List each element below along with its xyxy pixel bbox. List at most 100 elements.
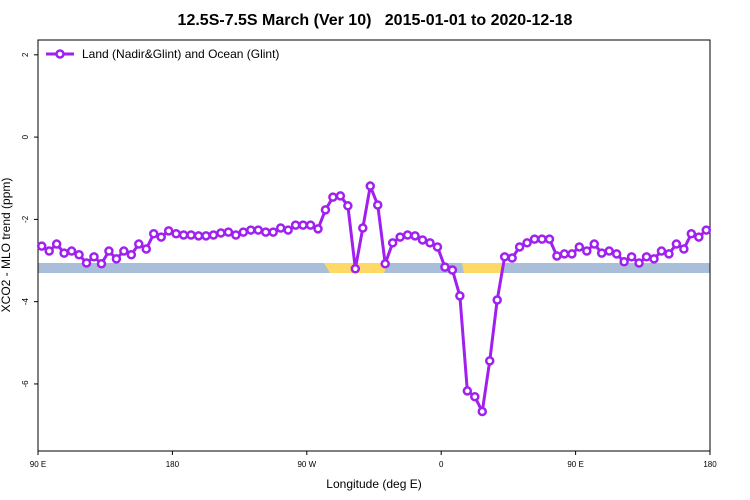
data-point — [567, 249, 577, 259]
data-point — [36, 241, 47, 251]
data-point — [66, 246, 77, 256]
x-tick-label: 180 — [703, 460, 717, 469]
data-point — [171, 229, 181, 239]
data-point — [626, 252, 637, 262]
x-tick-label: 90 E — [567, 460, 583, 469]
y-tick-label: -2 — [21, 215, 30, 223]
data-point — [686, 229, 697, 239]
data-point — [410, 231, 420, 241]
data-point — [619, 257, 629, 267]
y-tick-label: 0 — [21, 134, 30, 139]
data-point — [283, 225, 293, 235]
data-point — [59, 248, 69, 258]
data-point — [89, 252, 99, 262]
land-band — [462, 263, 503, 273]
data-point — [537, 234, 547, 244]
x-axis-label: Longitude (deg E) — [326, 477, 421, 491]
data-point — [634, 258, 644, 268]
data-point — [574, 242, 585, 252]
data-point — [462, 386, 473, 396]
data-point — [111, 254, 122, 264]
data-point — [417, 235, 428, 245]
data-point — [178, 230, 189, 240]
data-point — [484, 356, 495, 366]
legend-marker — [55, 49, 65, 59]
data-point — [477, 406, 488, 417]
data-point — [425, 238, 435, 248]
y-tick-label: -6 — [21, 380, 30, 388]
data-point — [163, 226, 174, 236]
data-point — [440, 262, 450, 272]
data-point — [544, 234, 555, 244]
data-point — [126, 250, 137, 260]
data-point — [395, 232, 405, 242]
y-tick-label: -4 — [21, 298, 30, 306]
data-point — [231, 230, 241, 240]
data-point — [552, 251, 562, 261]
data-point — [380, 259, 390, 269]
data-point — [268, 227, 278, 237]
series-line — [40, 180, 708, 417]
data-point — [641, 252, 652, 262]
data-point — [649, 254, 659, 264]
data-point — [358, 223, 368, 233]
data-point — [372, 200, 383, 210]
data-point — [470, 391, 480, 402]
data-point — [81, 258, 92, 268]
data-point — [186, 230, 196, 240]
data-point — [701, 225, 712, 235]
data-point — [223, 227, 234, 237]
data-point — [343, 201, 353, 211]
data-point — [455, 291, 465, 301]
data-point — [141, 244, 152, 254]
data-point — [507, 253, 517, 263]
data-point — [492, 295, 502, 305]
x-tick-label: 180 — [166, 460, 180, 469]
data-point — [559, 249, 570, 259]
data-point — [320, 205, 331, 215]
data-point — [216, 228, 226, 238]
data-point — [246, 225, 256, 235]
data-point — [402, 230, 413, 240]
data-point — [514, 242, 525, 252]
data-point — [664, 249, 674, 259]
data-point — [582, 246, 592, 256]
data-point — [671, 239, 682, 249]
chart-title: 12.5S-7.5S March (Ver 10) 2015-01-01 to … — [178, 12, 573, 29]
data-point — [290, 220, 301, 230]
data-point — [387, 238, 398, 248]
x-tick-label: 0 — [439, 460, 444, 469]
data-point — [156, 232, 166, 242]
data-point — [201, 231, 211, 241]
data-point — [656, 246, 667, 256]
data-point — [432, 242, 443, 252]
data-point — [51, 239, 62, 249]
data-point — [529, 234, 540, 244]
data-point — [499, 252, 510, 262]
data-point — [611, 249, 622, 259]
data-point — [119, 246, 129, 256]
data-point — [104, 246, 114, 256]
data-point — [335, 191, 346, 201]
data-point — [193, 231, 204, 241]
data-point — [313, 224, 323, 234]
x-tick-label: 90 W — [297, 460, 316, 469]
data-point — [298, 220, 308, 230]
data-point — [238, 227, 249, 237]
data-point — [447, 265, 458, 275]
data-point — [208, 230, 219, 240]
x-tick-label: 90 E — [30, 460, 46, 469]
data-point — [350, 263, 361, 274]
data-point — [589, 239, 600, 249]
data-point — [260, 227, 271, 237]
y-axis-label: XCO2 - MLO trend (ppm) — [0, 178, 13, 313]
data-point — [604, 246, 614, 256]
data-point — [74, 250, 84, 260]
data-point — [305, 220, 316, 230]
data-point — [275, 223, 286, 233]
data-point — [148, 229, 159, 239]
data-point — [694, 232, 704, 242]
y-tick-label: 2 — [21, 52, 30, 57]
legend-label: Land (Nadir&Glint) and Ocean (Glint) — [82, 47, 279, 61]
